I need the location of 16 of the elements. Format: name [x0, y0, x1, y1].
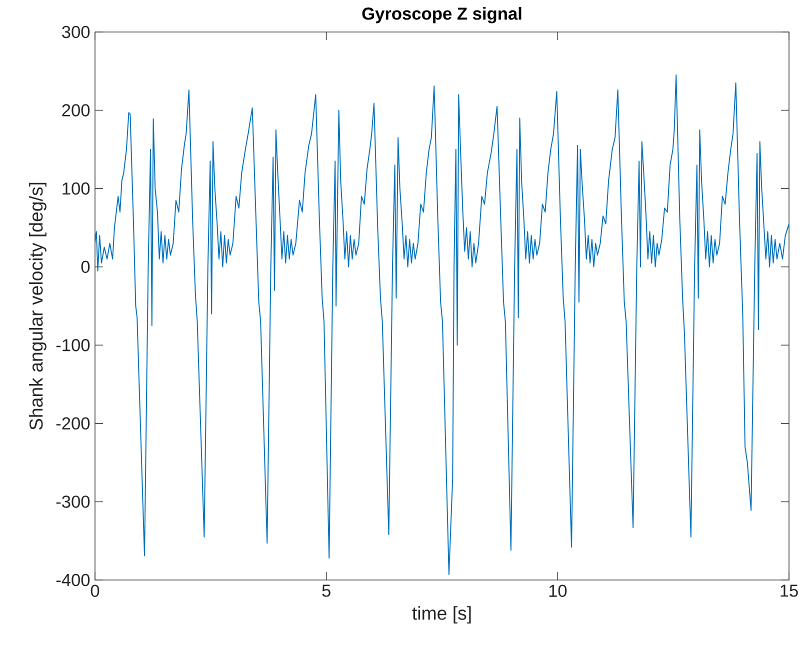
x-axis-title: time [s] [412, 606, 471, 624]
line-series [95, 74, 790, 576]
y-tick-label: -300 [56, 496, 90, 508]
chart-title: Gyroscope Z signal [362, 7, 522, 24]
x-tick-label: 15 [780, 584, 798, 597]
y-axis-title: Shank angular velocity [deg/s] [29, 182, 46, 430]
y-tick-label: 200 [62, 104, 90, 116]
y-tick-label: 300 [62, 26, 90, 38]
x-tick-label: 5 [322, 584, 330, 597]
y-tick-label: -200 [56, 417, 90, 430]
y-tick-label: -100 [56, 339, 90, 352]
x-tick-label: 10 [549, 584, 567, 597]
y-tick-label: 100 [62, 182, 90, 195]
x-tick-label: 0 [90, 584, 100, 597]
y-tick-label: -400 [56, 574, 90, 586]
y-tick-label: 0 [81, 260, 90, 273]
